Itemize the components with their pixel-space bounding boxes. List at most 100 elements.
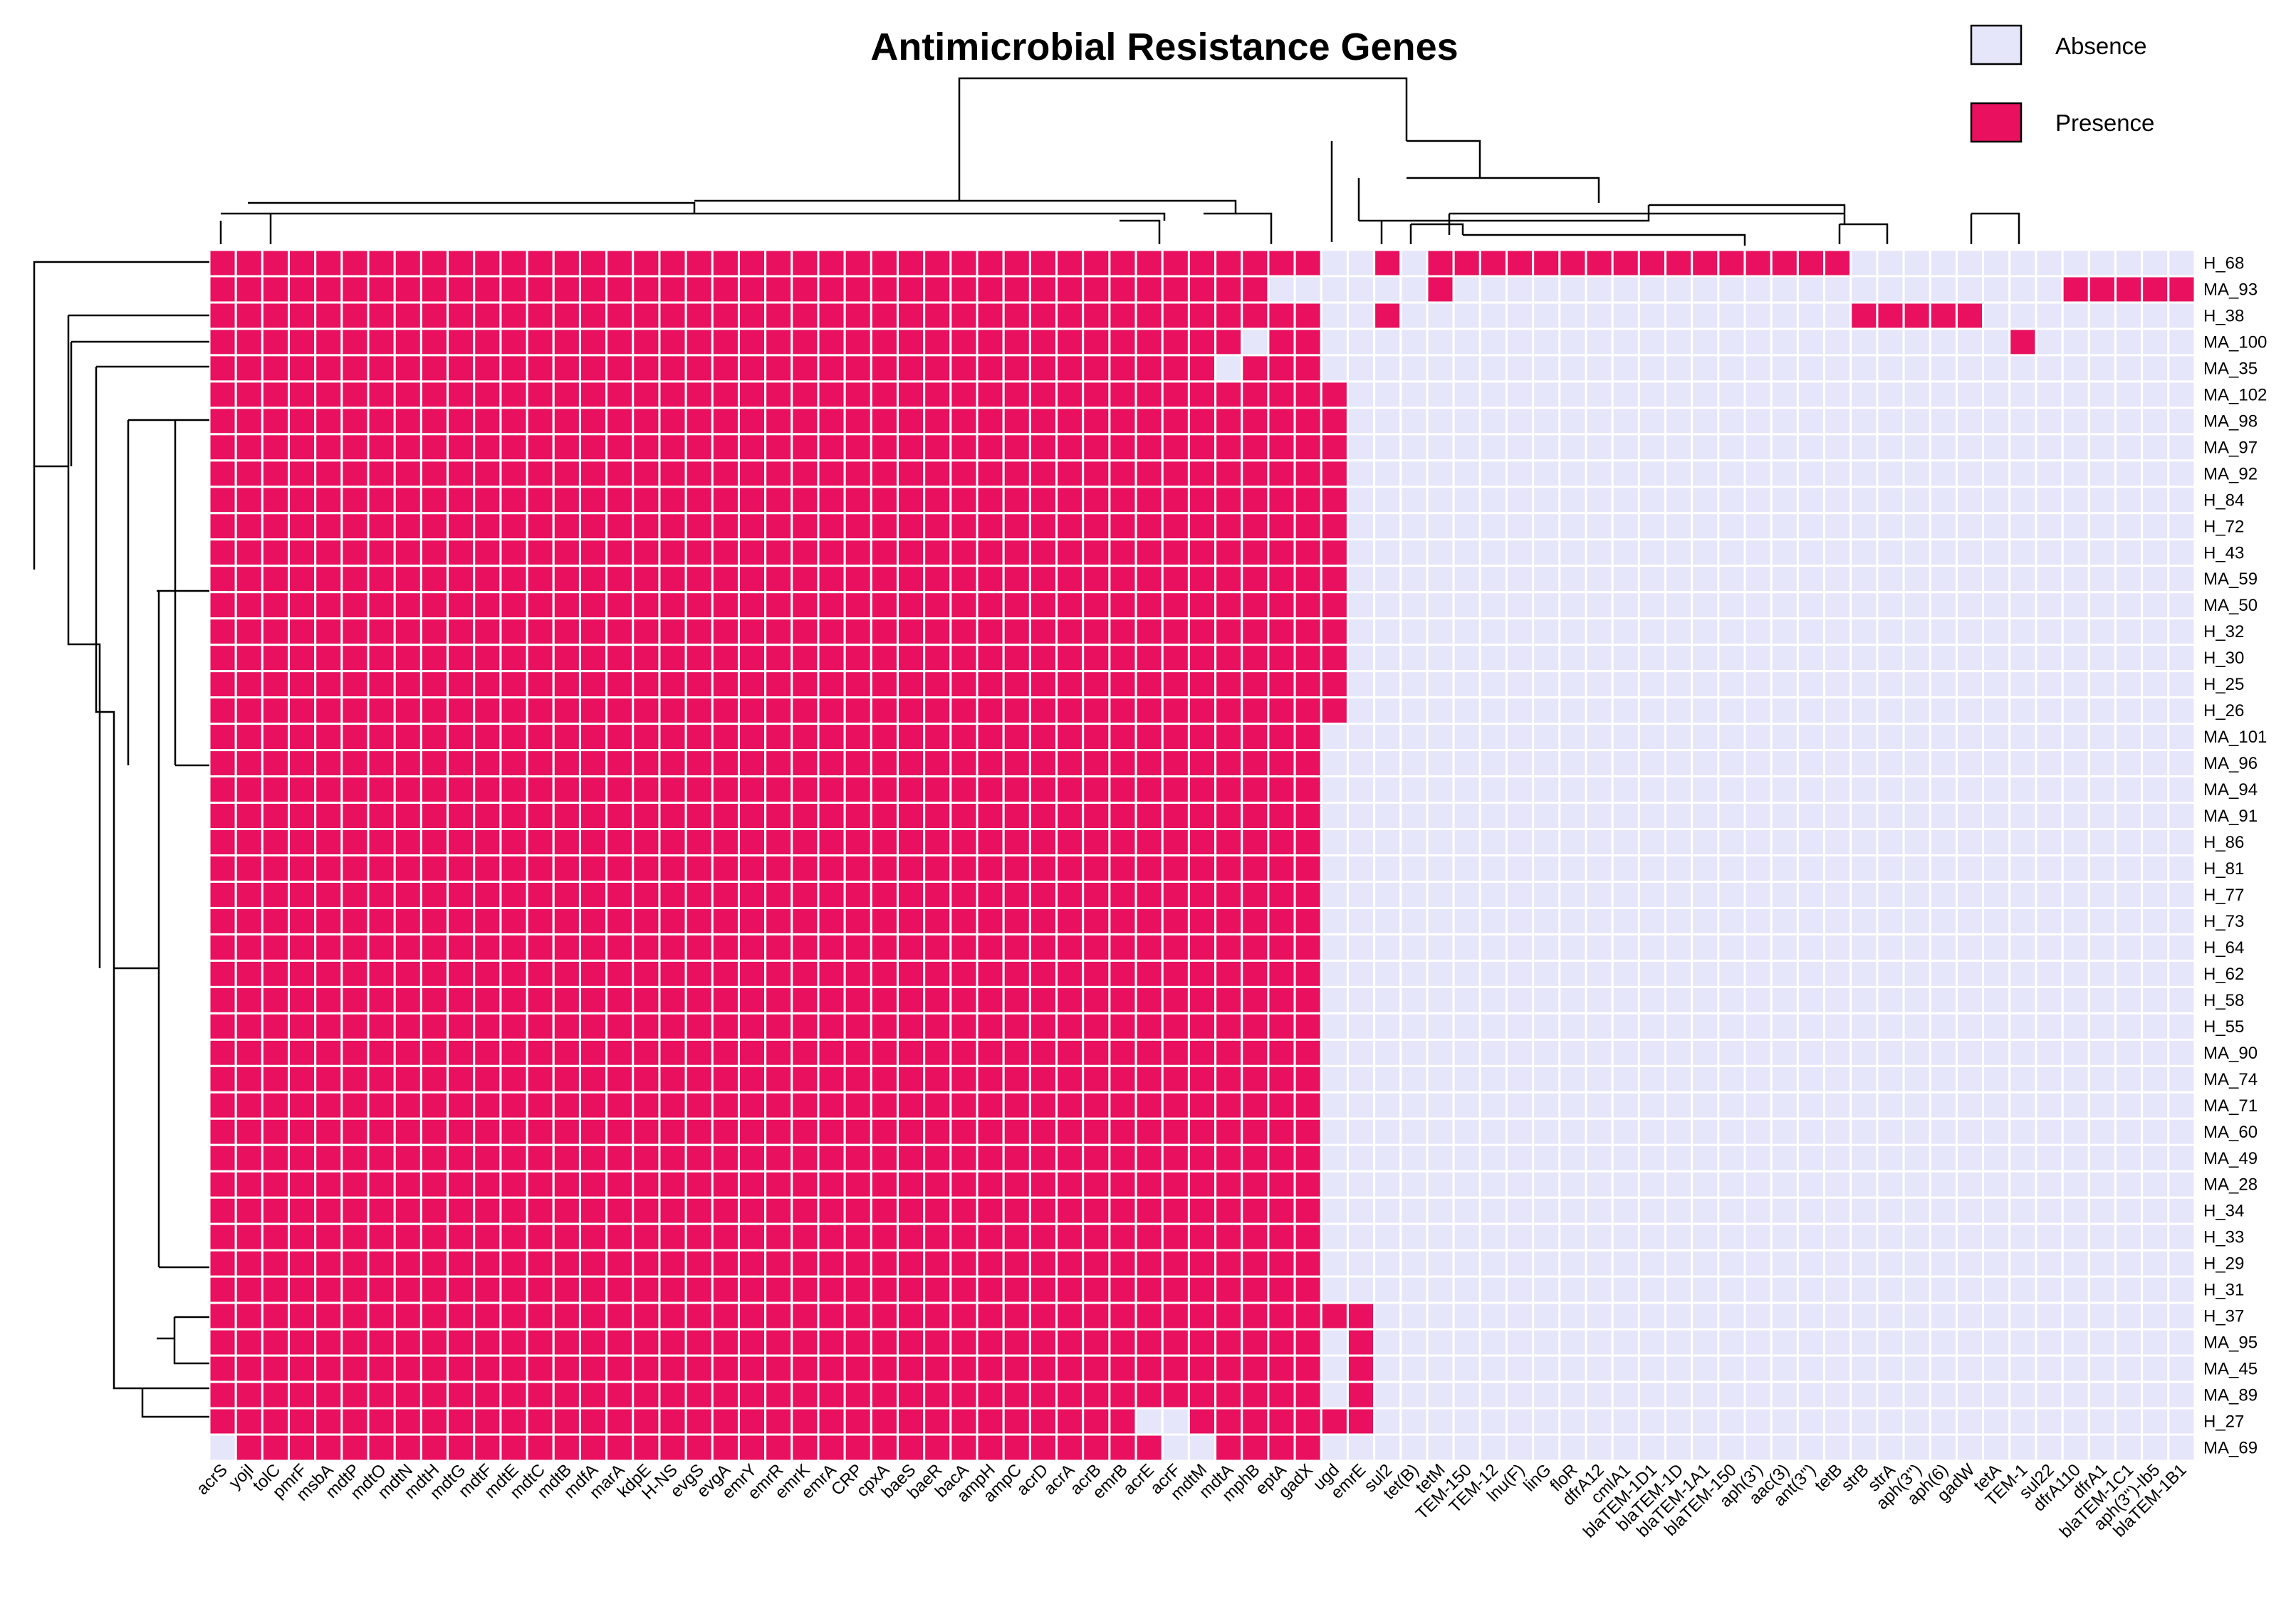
heatmap-cell xyxy=(447,275,476,304)
heatmap-cell xyxy=(870,1170,899,1199)
heatmap-cell xyxy=(1611,538,1640,567)
heatmap-cell xyxy=(234,380,263,409)
heatmap-cell xyxy=(1055,1064,1085,1094)
heatmap-cell xyxy=(1002,1091,1031,1120)
heatmap-cell xyxy=(1002,1222,1031,1252)
heatmap-cell xyxy=(1108,1301,1137,1331)
heatmap-cell xyxy=(605,933,635,962)
heatmap-cell xyxy=(473,407,502,436)
heatmap-cell xyxy=(737,670,767,699)
heatmap-cell xyxy=(817,1249,846,1278)
heatmap-cell xyxy=(1082,933,1111,962)
heatmap-cell xyxy=(1241,1064,1270,1094)
heatmap-cell xyxy=(817,933,846,962)
heatmap-cell xyxy=(419,512,449,541)
heatmap-cell xyxy=(1082,854,1111,883)
heatmap-cell xyxy=(314,301,343,330)
heatmap-cell xyxy=(1241,275,1270,304)
heatmap-cell xyxy=(1585,644,1614,673)
heatmap-cell xyxy=(1002,1301,1031,1331)
heatmap-cell xyxy=(790,407,820,436)
heatmap-cell xyxy=(1664,1143,1694,1173)
heatmap-cell xyxy=(1293,327,1322,357)
heatmap-cell xyxy=(1028,906,1058,935)
heatmap-cell xyxy=(1955,248,1985,278)
heatmap-cell xyxy=(499,1064,528,1094)
heatmap-cell xyxy=(393,644,422,673)
heatmap-cell xyxy=(1028,512,1058,541)
heatmap-cell xyxy=(1770,749,1799,778)
heatmap-cell xyxy=(1241,696,1270,725)
heatmap-cell xyxy=(499,1407,528,1436)
heatmap-cell xyxy=(2114,959,2144,988)
heatmap-cell xyxy=(208,670,237,699)
heatmap-cell xyxy=(1028,1222,1058,1252)
heatmap-cell xyxy=(1028,644,1058,673)
heatmap-cell xyxy=(2087,248,2117,278)
heatmap-cell xyxy=(1664,1222,1694,1252)
heatmap-cell xyxy=(2061,933,2090,962)
heatmap-cell xyxy=(1902,696,1931,725)
heatmap-cell xyxy=(1505,1170,1535,1199)
heatmap-cell xyxy=(1346,1196,1376,1225)
heatmap-cell xyxy=(1214,327,1243,357)
heatmap-cell xyxy=(1505,1196,1535,1225)
heatmap-cell xyxy=(1743,1170,1773,1199)
heatmap-cell xyxy=(526,433,555,462)
heatmap-cell xyxy=(1320,1222,1349,1252)
heatmap-cell xyxy=(1637,407,1667,436)
heatmap-cell xyxy=(393,1354,422,1383)
heatmap-cell xyxy=(737,538,767,567)
heatmap-cell xyxy=(790,644,820,673)
heatmap-cell xyxy=(870,433,899,462)
heatmap-cell xyxy=(552,985,581,1015)
heatmap-cell xyxy=(393,248,422,278)
heatmap-cell xyxy=(1028,775,1058,804)
heatmap-cell xyxy=(2114,1354,2144,1383)
heatmap-cell xyxy=(1664,459,1694,488)
heatmap-cell xyxy=(2087,538,2117,567)
heatmap-cell xyxy=(764,802,793,831)
heatmap-cell xyxy=(2061,723,2090,752)
heatmap-cell xyxy=(897,802,926,831)
heatmap-cell xyxy=(1426,1275,1455,1304)
heatmap-cell xyxy=(367,696,396,725)
heatmap-cell xyxy=(949,538,979,567)
heatmap-cell xyxy=(419,1064,449,1094)
heatmap-cell xyxy=(1876,1012,1905,1041)
heatmap-cell xyxy=(1929,565,1958,594)
heatmap-cell xyxy=(1982,1354,2011,1383)
heatmap-cell xyxy=(658,1301,687,1331)
heatmap-cell xyxy=(711,380,740,409)
heatmap-cell xyxy=(1796,906,1826,935)
heatmap-cell xyxy=(711,591,740,620)
heatmap-cell xyxy=(552,248,581,278)
heatmap-cell xyxy=(1532,407,1561,436)
heatmap-cell xyxy=(1743,1249,1773,1278)
heatmap-cell xyxy=(1902,248,1931,278)
heatmap-cell xyxy=(261,327,291,357)
heatmap-cell xyxy=(2008,1012,2037,1041)
heatmap-cell xyxy=(1849,1354,1879,1383)
heatmap-cell xyxy=(870,1301,899,1331)
heatmap-cell xyxy=(1585,802,1614,831)
heatmap-cell xyxy=(288,1170,317,1199)
heatmap-cell xyxy=(234,880,263,909)
heatmap-cell xyxy=(1796,775,1826,804)
heatmap-cell xyxy=(711,696,740,725)
heatmap-cell xyxy=(711,486,740,515)
row-label: H_32 xyxy=(2203,622,2244,641)
heatmap-cell xyxy=(2141,880,2170,909)
heatmap-cell xyxy=(419,802,449,831)
heatmap-cell xyxy=(976,354,1005,383)
heatmap-cell xyxy=(1532,1354,1561,1383)
heatmap-cell xyxy=(1241,880,1270,909)
heatmap-cell xyxy=(1320,407,1349,436)
heatmap-cell xyxy=(1214,591,1243,620)
heatmap-cell xyxy=(605,1301,635,1331)
heatmap-cell xyxy=(684,1275,714,1304)
heatmap-cell xyxy=(1002,512,1031,541)
heatmap-cell xyxy=(1373,486,1402,515)
heatmap-cell xyxy=(1796,670,1826,699)
heatmap-cell xyxy=(1902,1091,1931,1120)
